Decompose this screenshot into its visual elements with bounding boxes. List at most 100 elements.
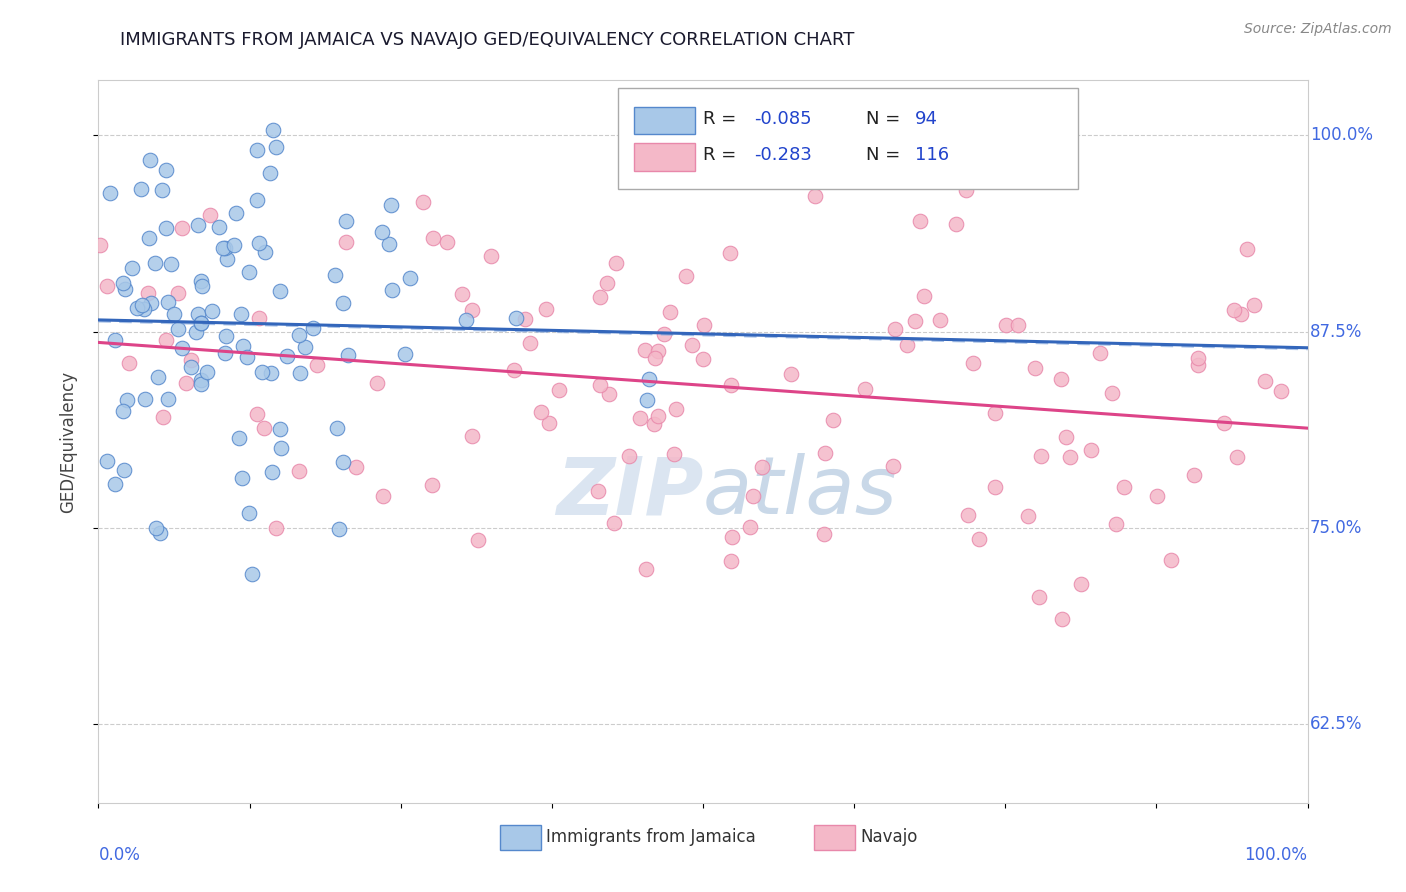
Point <box>1024 360 1046 375</box>
Point <box>515 312 537 326</box>
Point <box>502 363 524 377</box>
Point <box>378 236 401 251</box>
Point <box>644 351 666 366</box>
Point <box>628 410 651 425</box>
Point <box>246 193 269 207</box>
Point <box>994 318 1017 332</box>
Point <box>908 213 931 227</box>
Point <box>636 393 658 408</box>
Point <box>195 365 218 379</box>
Text: 0.0%: 0.0% <box>98 847 141 864</box>
Point <box>718 246 741 260</box>
Text: 116: 116 <box>915 145 949 164</box>
Point <box>337 348 360 362</box>
Point <box>519 335 541 350</box>
Text: 100.0%: 100.0% <box>1310 127 1374 145</box>
Point <box>742 489 765 503</box>
Point <box>201 304 224 318</box>
Text: Immigrants from Jamaica: Immigrants from Jamaica <box>546 829 755 847</box>
Point <box>1187 351 1209 365</box>
Point <box>332 295 354 310</box>
Text: R =: R = <box>703 110 742 128</box>
Point <box>855 382 877 396</box>
Point <box>129 182 152 196</box>
Point <box>231 307 253 321</box>
Point <box>399 271 422 285</box>
Text: 94: 94 <box>915 110 938 128</box>
Point <box>823 413 845 427</box>
Point <box>240 566 263 581</box>
Point <box>247 236 270 251</box>
Point <box>605 255 627 269</box>
Point <box>1088 346 1111 360</box>
Point <box>394 347 416 361</box>
Point <box>638 372 661 386</box>
Point <box>264 140 287 154</box>
Point <box>962 356 984 370</box>
Point <box>548 383 571 397</box>
Point <box>160 257 183 271</box>
Text: R =: R = <box>703 145 742 164</box>
Point <box>1105 517 1128 532</box>
Point <box>328 522 350 536</box>
Point <box>505 311 527 326</box>
Point <box>804 188 827 202</box>
Point <box>190 279 212 293</box>
Point <box>738 519 761 533</box>
Point <box>190 274 212 288</box>
Point <box>603 516 626 530</box>
Point <box>266 521 288 535</box>
Point <box>586 484 609 499</box>
Point <box>238 506 260 520</box>
Point <box>779 368 801 382</box>
Point <box>117 392 139 407</box>
Point <box>104 333 127 347</box>
Text: 75.0%: 75.0% <box>1310 519 1362 537</box>
Point <box>184 325 207 339</box>
Point <box>172 221 194 235</box>
Point <box>276 349 298 363</box>
FancyBboxPatch shape <box>634 143 695 170</box>
FancyBboxPatch shape <box>814 825 855 850</box>
Point <box>249 311 271 326</box>
Point <box>1070 576 1092 591</box>
Point <box>167 286 190 301</box>
Point <box>1146 489 1168 503</box>
Point <box>214 241 236 255</box>
Point <box>589 290 612 304</box>
Point <box>157 295 180 310</box>
Point <box>332 455 354 469</box>
Point <box>456 312 478 326</box>
Point <box>647 343 669 358</box>
Point <box>647 409 669 423</box>
Point <box>112 463 135 477</box>
Point <box>652 326 675 341</box>
Text: ZIP: ZIP <box>555 453 703 531</box>
Point <box>436 235 458 249</box>
Point <box>262 465 284 479</box>
Point <box>98 186 121 201</box>
Point <box>187 218 209 232</box>
Point <box>346 459 368 474</box>
Text: Navajo: Navajo <box>860 829 918 847</box>
Point <box>117 356 139 370</box>
Point <box>467 533 489 547</box>
Point <box>149 525 172 540</box>
Point <box>896 338 918 352</box>
Point <box>1270 384 1292 398</box>
Point <box>96 454 118 468</box>
Point <box>634 561 657 575</box>
Point <box>246 143 269 157</box>
Point <box>665 402 688 417</box>
Point <box>662 447 685 461</box>
Point <box>143 256 166 270</box>
Point <box>1223 303 1246 318</box>
Point <box>259 166 281 180</box>
Point <box>269 422 291 436</box>
Point <box>370 225 392 239</box>
Point <box>380 197 402 211</box>
Point <box>155 220 177 235</box>
Point <box>945 218 967 232</box>
Point <box>228 431 250 445</box>
Point <box>595 276 617 290</box>
